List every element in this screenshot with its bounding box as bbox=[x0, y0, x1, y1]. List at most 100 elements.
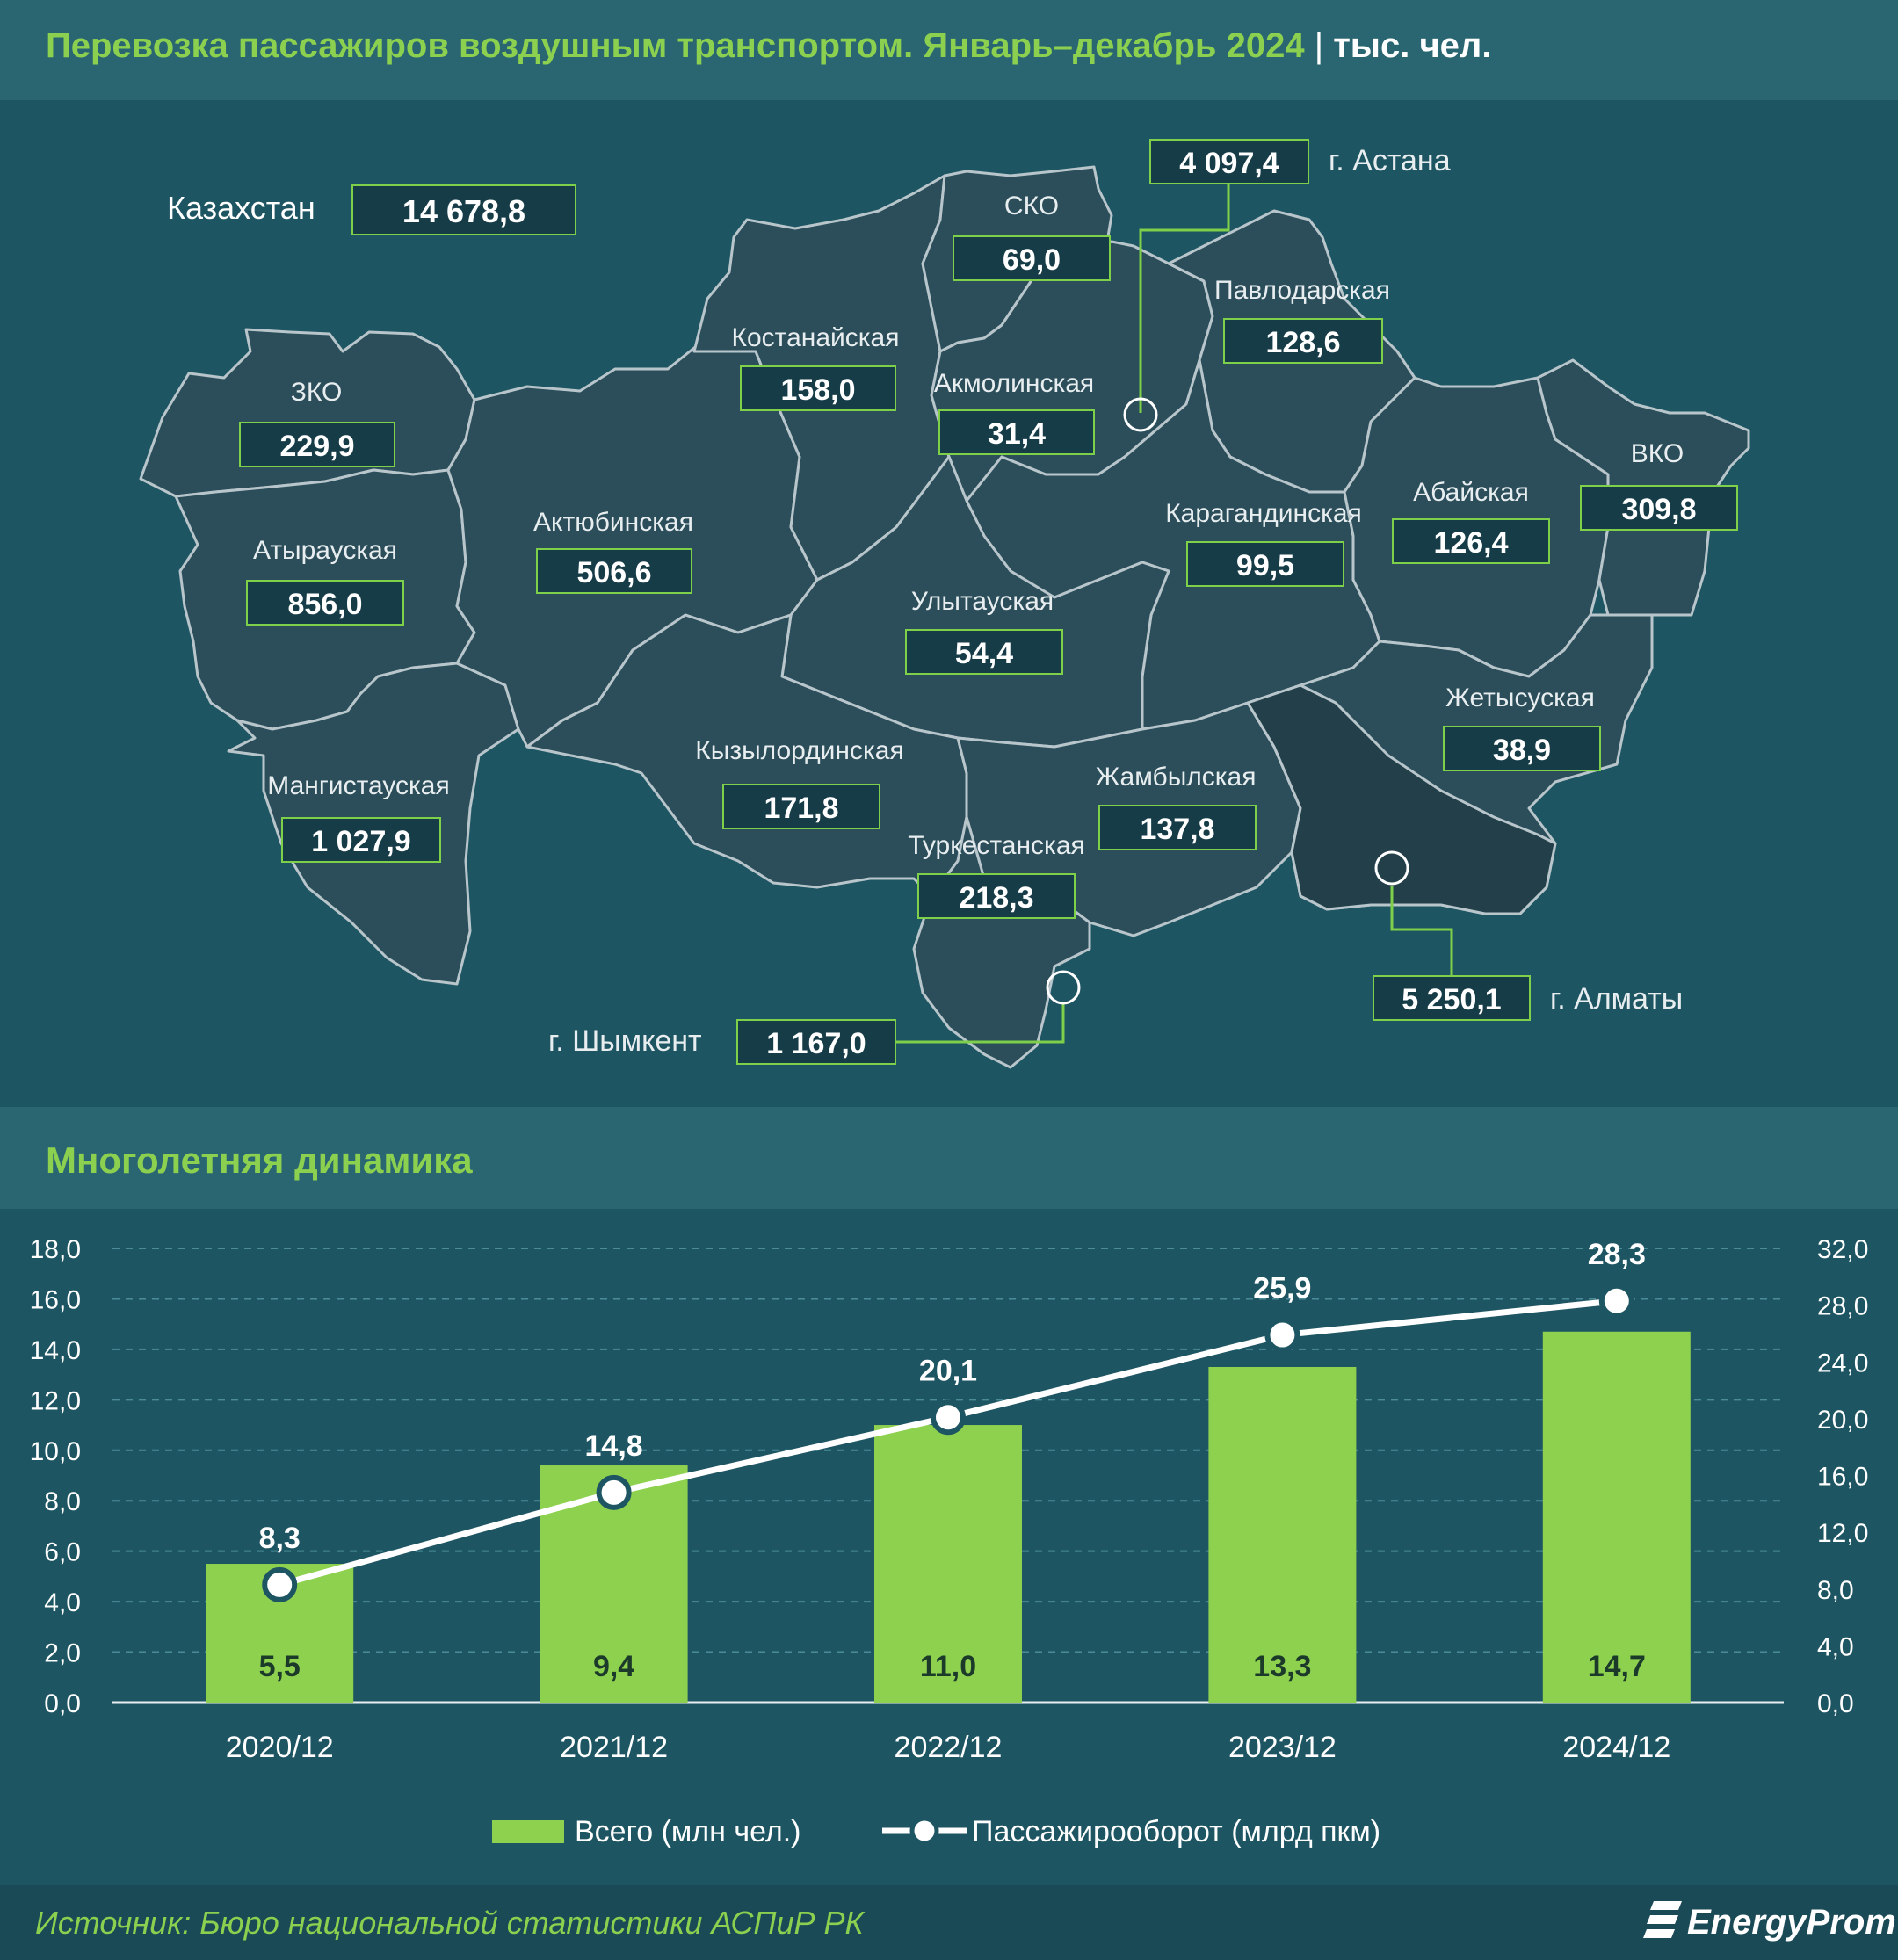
region-value-kostanay: 158,0 bbox=[740, 365, 896, 411]
title-text: Перевозка пассажиров воздушным транспорт… bbox=[46, 26, 1305, 65]
region-value-atyrau: 856,0 bbox=[246, 580, 404, 626]
y-left-tick-label: 14,0 bbox=[30, 1336, 81, 1365]
y-right-tick-label: 8,0 bbox=[1817, 1576, 1854, 1605]
almaty-marker bbox=[1374, 850, 1409, 886]
region-label-ulytau: Улытауская bbox=[910, 587, 1054, 616]
region-value-ulytau: 54,4 bbox=[905, 629, 1063, 675]
legend-line-marker bbox=[909, 1816, 939, 1846]
line-value-label: 25,9 bbox=[1253, 1272, 1311, 1305]
region-value-aktobe: 506,6 bbox=[536, 548, 692, 594]
x-tick-label: 2023/12 bbox=[1228, 1731, 1337, 1764]
region-label-zhetysu: Жетысуская bbox=[1445, 683, 1595, 712]
region-value-mangystau: 1 027,9 bbox=[281, 817, 441, 863]
line-value-label: 8,3 bbox=[259, 1522, 301, 1555]
y-right-tick-label: 20,0 bbox=[1817, 1406, 1868, 1435]
shymkent-marker bbox=[1046, 970, 1081, 1005]
y-right-tick-label: 28,0 bbox=[1817, 1292, 1868, 1321]
city-label-almaty: г. Алматы bbox=[1550, 982, 1684, 1016]
dynamics-chart: 0,0 2,0 4,0 6,0 8,0 10,0 12,0 14,0 16,0 18,0 0,0 4… bbox=[30, 1235, 1869, 1848]
line-value-label: 20,1 bbox=[919, 1354, 977, 1387]
y-left-tick-label: 4,0 bbox=[44, 1588, 81, 1617]
y-right-tick-label: 4,0 bbox=[1817, 1632, 1854, 1661]
region-label-turkestan: Туркестанская bbox=[908, 831, 1085, 860]
city-value-shymkent: 1 167,0 bbox=[736, 1019, 896, 1065]
x-tick-label: 2024/12 bbox=[1562, 1731, 1670, 1764]
y-right-tick-label: 0,0 bbox=[1817, 1689, 1854, 1718]
astana-marker bbox=[1123, 397, 1158, 432]
shymkent-leader bbox=[895, 1003, 1065, 1044]
region-label-sko: СКО bbox=[1003, 192, 1060, 221]
region-label-kostanay: Костанайская bbox=[731, 323, 900, 352]
bar-value-label: 14,7 bbox=[1588, 1650, 1646, 1683]
bar-value-label: 11,0 bbox=[920, 1650, 976, 1683]
line-point bbox=[1598, 1283, 1634, 1319]
region-value-zhetysu: 38,9 bbox=[1443, 726, 1601, 771]
region-label-mangystau: Мангистауская bbox=[267, 771, 450, 800]
y-left-tick-label: 10,0 bbox=[30, 1437, 81, 1466]
region-value-zko: 229,9 bbox=[239, 422, 395, 467]
y-right-tick-label: 32,0 bbox=[1817, 1235, 1868, 1264]
region-value-sko: 69,0 bbox=[953, 235, 1111, 281]
bar-value-label: 5,5 bbox=[259, 1650, 301, 1683]
legend-bar-swatch bbox=[492, 1820, 564, 1843]
legend-line-label: Пассажирооборот (млрд пкм) bbox=[972, 1815, 1380, 1848]
x-tick-label: 2020/12 bbox=[226, 1731, 334, 1764]
bar bbox=[874, 1425, 1022, 1703]
region-value-kyzylorda: 171,8 bbox=[722, 784, 880, 829]
energyprom-logo: EnergyProm bbox=[1641, 1896, 1896, 1949]
bar bbox=[1208, 1366, 1357, 1703]
y-left-tick-label: 16,0 bbox=[30, 1285, 81, 1314]
bar-value-label: 9,4 bbox=[593, 1650, 634, 1683]
y-left-tick-label: 0,0 bbox=[44, 1689, 81, 1718]
region-label-atyrau: Атырауская bbox=[252, 536, 398, 565]
bar bbox=[1542, 1331, 1691, 1703]
y-left-tick-label: 2,0 bbox=[44, 1639, 81, 1668]
region-value-zhambyl: 137,8 bbox=[1098, 805, 1257, 850]
x-tick-label: 2022/12 bbox=[895, 1731, 1003, 1764]
title-separator: | bbox=[1314, 26, 1324, 65]
city-value-almaty: 5 250,1 bbox=[1373, 975, 1531, 1021]
astana-leader bbox=[1139, 163, 1230, 413]
y-left-tick-label: 18,0 bbox=[30, 1235, 81, 1264]
region-zko bbox=[139, 328, 476, 498]
region-value-akmola: 31,4 bbox=[938, 409, 1095, 455]
region-label-karaganda: Карагандинская bbox=[1165, 499, 1362, 528]
y-left-tick-label: 6,0 bbox=[44, 1538, 81, 1567]
y-left-tick-label: 12,0 bbox=[30, 1386, 81, 1415]
legend-bar-label: Всего (млн чел.) bbox=[575, 1815, 800, 1848]
footer bbox=[0, 1885, 1898, 1960]
region-label-abay: Абайская bbox=[1413, 478, 1529, 507]
region-label-vko: ВКО bbox=[1630, 439, 1684, 468]
line-point bbox=[596, 1474, 632, 1510]
region-label-pavlodar: Павлодарская bbox=[1214, 276, 1390, 305]
region-value-abay: 126,4 bbox=[1392, 518, 1550, 564]
y-right-tick-label: 16,0 bbox=[1817, 1463, 1868, 1492]
page-title: Перевозка пассажиров воздушным транспорт… bbox=[46, 26, 1491, 66]
title-bar bbox=[0, 0, 1898, 100]
country-value: 14 678,8 bbox=[351, 184, 576, 235]
energyprom-logo-icon bbox=[1643, 1901, 1682, 1938]
x-tick-label: 2021/12 bbox=[560, 1731, 668, 1764]
region-almaty bbox=[1246, 683, 1557, 915]
region-value-karaganda: 99,5 bbox=[1186, 541, 1344, 587]
region-label-aktobe: Актюбинская bbox=[533, 508, 693, 537]
line-value-label: 28,3 bbox=[1588, 1238, 1646, 1271]
line-point bbox=[262, 1566, 298, 1602]
y-left-tick-label: 8,0 bbox=[44, 1487, 81, 1516]
region-label-zko: ЗКО bbox=[290, 378, 343, 407]
dynamics-title: Многолетняя динамика bbox=[46, 1139, 473, 1181]
region-value-turkestan: 218,3 bbox=[917, 873, 1076, 919]
city-value-astana: 4 097,4 bbox=[1149, 139, 1309, 184]
region-label-zhambyl: Жамбылская bbox=[1095, 763, 1257, 792]
y-right-tick-label: 12,0 bbox=[1817, 1519, 1868, 1548]
line-point bbox=[1264, 1317, 1300, 1353]
almaty-leader bbox=[1390, 886, 1453, 977]
logo-text: EnergyProm bbox=[1687, 1903, 1896, 1942]
city-label-astana: г. Астана bbox=[1329, 144, 1451, 177]
y-right-tick-label: 24,0 bbox=[1817, 1349, 1868, 1378]
dynamics-header-bar bbox=[0, 1107, 1898, 1209]
country-label: Казахстан bbox=[167, 190, 315, 226]
line-point bbox=[931, 1399, 966, 1436]
region-label-akmola: Акмолинская bbox=[933, 369, 1095, 398]
bar-value-label: 13,3 bbox=[1253, 1650, 1311, 1683]
